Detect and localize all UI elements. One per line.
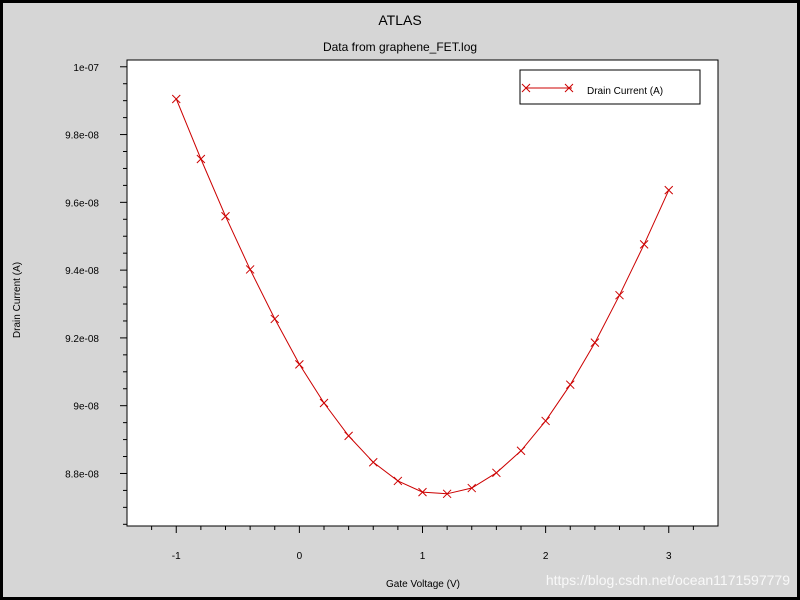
data-point: [516, 446, 526, 456]
data-point: [590, 338, 600, 348]
data-point: [418, 487, 427, 497]
chart-title: ATLAS: [378, 12, 421, 28]
legend-box: [519, 69, 701, 105]
y-tick-label: 9.8e-08: [65, 131, 99, 142]
data-point: [442, 489, 452, 499]
data-point: [270, 314, 280, 324]
data-point: [467, 483, 477, 493]
x-axis: -1 0 1 2 3: [151, 526, 694, 562]
data-point: [639, 240, 649, 249]
plot-area: [126, 59, 719, 527]
data-point: [492, 468, 501, 478]
y-tick-label: 8.8e-08: [65, 469, 99, 480]
data-point: [319, 398, 329, 408]
data-point: [221, 211, 230, 221]
data-point: [196, 154, 206, 164]
data-point: [368, 457, 378, 467]
data-point: [565, 380, 575, 390]
y-tick-label: 1e-07: [73, 63, 99, 74]
data-point: [295, 359, 304, 369]
legend-marker-right: [564, 83, 574, 93]
data-point: [615, 290, 624, 300]
chart-subtitle: Data from graphene_FET.log: [323, 40, 477, 54]
legend-entry-drain-current: Drain Current (A): [587, 86, 663, 97]
series-drain-current: [171, 94, 674, 499]
data-point: [344, 431, 353, 441]
y-axis: 8.8e-08 9e-08 9.2e-08 9.4e-08 9.6e-08 9.8e-08…: [65, 63, 127, 525]
y-tick-label: 9.2e-08: [65, 334, 99, 345]
data-point: [664, 185, 674, 195]
x-axis-label: Gate Voltage (V): [386, 579, 460, 590]
x-tick-label: 2: [543, 551, 549, 562]
data-point: [393, 476, 403, 486]
y-tick-label: 9.4e-08: [65, 266, 99, 277]
data-point: [541, 416, 550, 426]
y-tick-label: 9.6e-08: [65, 198, 99, 209]
x-tick-label: 1: [420, 551, 426, 562]
data-point: [171, 94, 181, 104]
y-tick-label: 9e-08: [73, 402, 99, 413]
x-tick-label: 3: [666, 551, 672, 562]
y-axis-label: Drain Current (A): [12, 262, 23, 338]
watermark: https://blog.csdn.net/ocean1171597779: [546, 572, 790, 588]
x-tick-label: 0: [297, 551, 303, 562]
legend-marker-left: [521, 83, 531, 93]
x-tick-label: -1: [172, 551, 181, 562]
legend: Drain Current (A): [519, 69, 701, 105]
data-point: [245, 265, 255, 274]
